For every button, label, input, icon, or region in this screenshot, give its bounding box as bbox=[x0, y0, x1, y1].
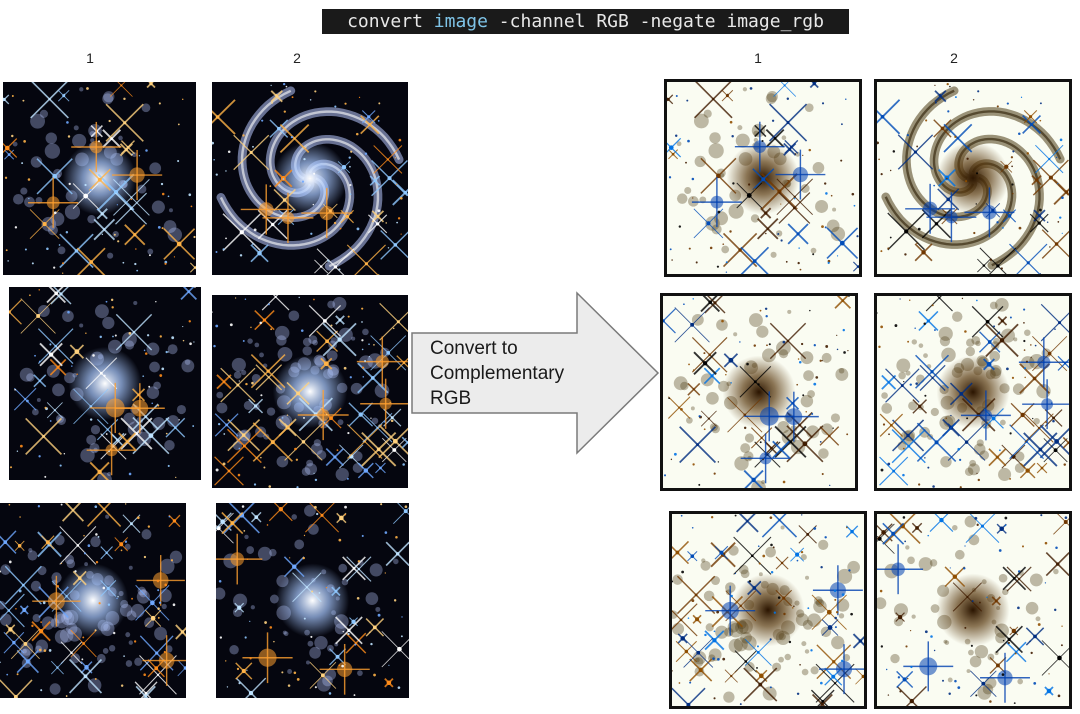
arrow-label-line-2: Complementary bbox=[430, 363, 565, 384]
command-suffix: -channel RGB -negate image_rgb bbox=[487, 11, 824, 32]
arrow-shape bbox=[411, 291, 660, 455]
original-galaxy-1 bbox=[3, 82, 196, 275]
negated-galaxy-2 bbox=[874, 79, 1072, 277]
left-column-label-2: 2 bbox=[293, 50, 301, 66]
negated-galaxy-1 bbox=[664, 79, 862, 277]
arrow-label: Convert to Complementary RGB bbox=[430, 336, 600, 411]
left-column-label-1: 1 bbox=[86, 50, 94, 66]
negated-galaxy-5 bbox=[669, 511, 867, 709]
original-galaxy-4 bbox=[212, 295, 408, 488]
original-galaxy-2 bbox=[212, 82, 408, 275]
arrow-label-line-1: Convert to bbox=[430, 338, 518, 359]
right-column-label-1: 1 bbox=[754, 50, 762, 66]
original-galaxy-3 bbox=[9, 287, 201, 480]
negated-galaxy-4 bbox=[874, 293, 1072, 491]
original-galaxy-6 bbox=[216, 503, 409, 698]
negated-galaxy-3 bbox=[660, 293, 858, 491]
command-keyword: image bbox=[433, 11, 488, 32]
negated-galaxy-6 bbox=[874, 511, 1072, 709]
original-galaxy-5 bbox=[0, 503, 186, 698]
right-column-label-2: 2 bbox=[950, 50, 958, 66]
convert-arrow bbox=[410, 291, 660, 456]
arrow-label-line-3: RGB bbox=[430, 388, 472, 409]
command-prefix: convert bbox=[347, 11, 434, 32]
command-line: convert image -channel RGB -negate image… bbox=[322, 9, 849, 34]
